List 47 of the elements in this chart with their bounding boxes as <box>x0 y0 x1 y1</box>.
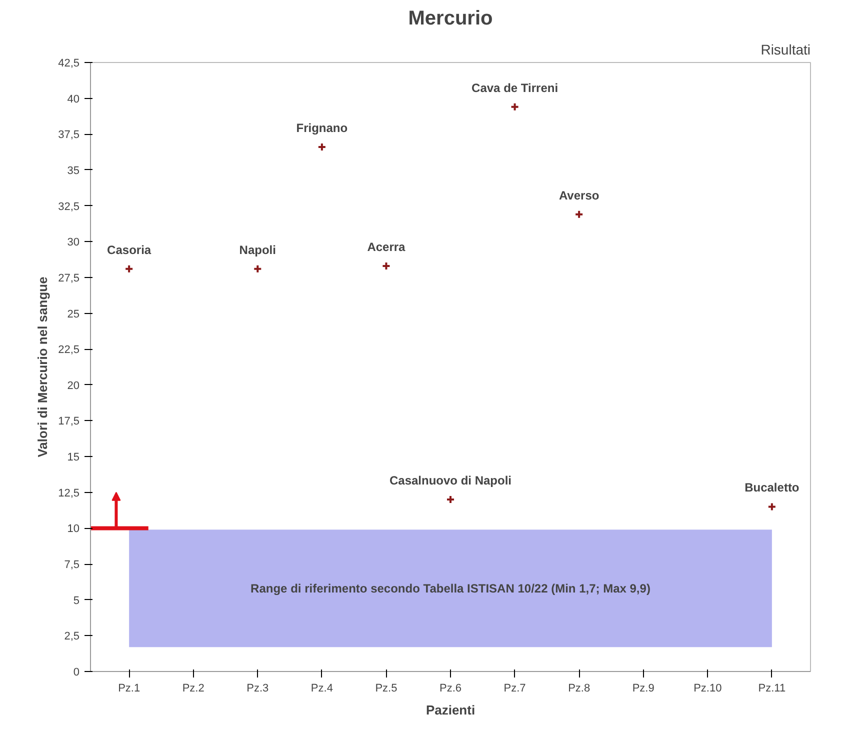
y-tick-label: 17,5 <box>58 416 80 428</box>
y-tick-label: 30 <box>67 236 80 249</box>
annotation: Acerra <box>367 240 406 254</box>
y-tick-label: 25 <box>67 308 80 320</box>
text: Risultati <box>760 42 811 58</box>
point <box>124 264 134 274</box>
annotation: Averso <box>558 188 600 202</box>
y-tick-label: 35 <box>67 164 80 177</box>
x-tick-label: Pz.2 <box>182 682 204 694</box>
x-tick-label: Pz.3 <box>246 682 269 694</box>
y-tick-label: 22,5 <box>58 344 80 356</box>
x-tick-label: Pz.1 <box>118 682 140 694</box>
point <box>574 210 584 219</box>
y-tick-label: 7,5 <box>64 559 80 572</box>
y-tick-label: 0 <box>73 666 80 678</box>
x-tick-label: Pz.7 <box>504 682 526 694</box>
y-tick-label: 12,5 <box>58 487 80 500</box>
annotation: Cava de Tirreni <box>472 80 558 95</box>
y-tick-label: 27,5 <box>58 272 80 284</box>
annotation: Casoria <box>107 242 152 257</box>
x-tick-label: Pz.10 <box>694 682 722 694</box>
x-tick-label: Pz.4 <box>310 682 333 694</box>
y-tick-label: 5 <box>73 594 80 607</box>
point <box>253 264 262 274</box>
x-tick-label: Pz.6 <box>439 682 462 694</box>
chart-title: Mercurio <box>408 8 493 30</box>
y-tick-label: 40 <box>67 93 80 106</box>
point <box>767 502 776 512</box>
x-tick-label: Pz.9 <box>632 682 654 694</box>
y-tick-label: 42,5 <box>58 58 80 70</box>
annotation: Frignano <box>296 121 348 136</box>
point <box>510 102 520 112</box>
x-tick-label: Pz.5 <box>375 682 398 694</box>
y-tick-label: 20 <box>67 380 80 392</box>
band-label: Range di riferimento secondo Tabella ISTISAN 10/22 (Min 1,7; Max 9,9) <box>250 581 650 596</box>
y-axis-title: Valori di Mercurio nel sangue <box>35 276 50 458</box>
y-tick-label: 15 <box>67 452 80 464</box>
y-tick-label: 10 <box>67 523 80 536</box>
annotation: Bucaletto <box>744 480 800 495</box>
annotation: Casalnuovo di Napoli <box>389 474 512 488</box>
y-tick-label: 2,5 <box>64 630 80 643</box>
x-axis-title: Pazienti <box>426 702 476 718</box>
x-tick-label: Pz.11 <box>758 682 786 694</box>
y-tick-label: 32,5 <box>58 200 80 213</box>
annotation: Napoli <box>239 242 276 257</box>
y-tick-label: 37,5 <box>58 129 80 142</box>
x-tick-label: Pz.8 <box>568 682 590 694</box>
